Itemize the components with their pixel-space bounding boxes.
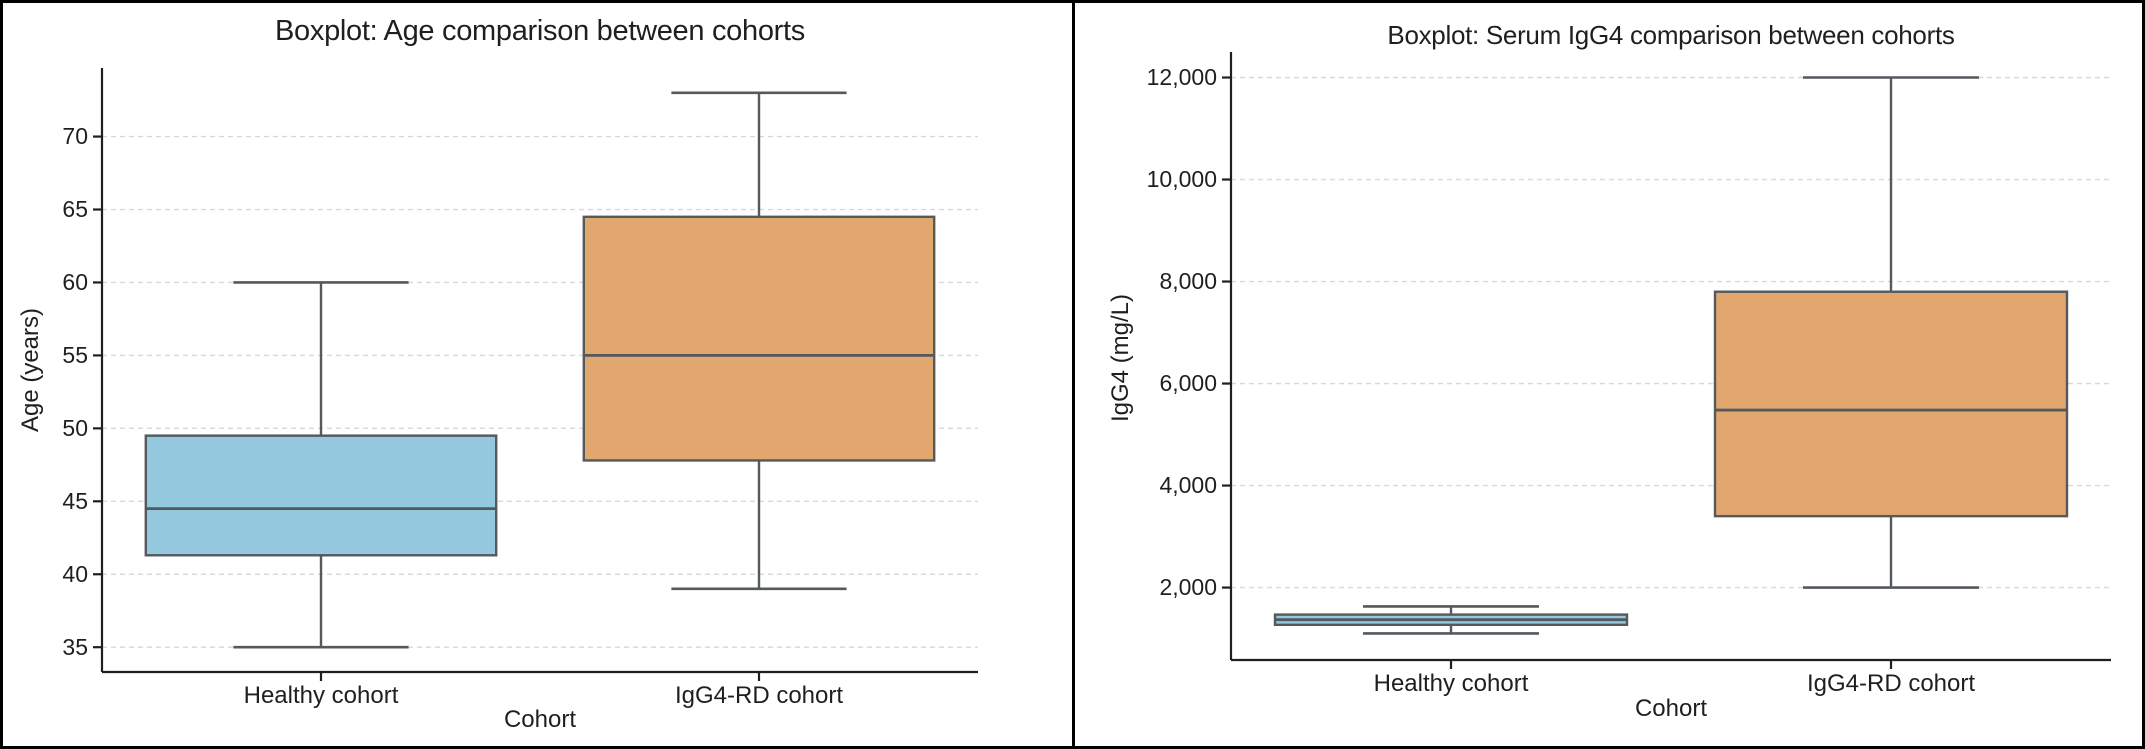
box-igg4-rd-cohort [582, 91, 936, 591]
igg4-chart-svg: 2,000 4,000 6,000 8,000 10,000 12,000 Healthy … [1147, 52, 2111, 697]
y-tick-label: 6,000 [1159, 370, 1217, 396]
y-tick-label: 50 [62, 415, 88, 441]
age-boxplot-panel: Boxplot: Age comparison between cohorts … [3, 3, 1075, 746]
y-tick-label: 10,000 [1147, 166, 1217, 192]
iqr-box [144, 434, 498, 557]
age-chart-svg: 35 40 45 50 55 60 65 70 Healthy cohort IgG4-RD co… [62, 68, 978, 709]
y-tick-label: 65 [62, 196, 88, 222]
age-x-axis-label: Cohort [503, 706, 577, 733]
x-axis-ticks: Healthy cohort IgG4-RD cohort [244, 672, 843, 709]
y-tick-label: 8,000 [1159, 268, 1217, 294]
y-tick-label: 12,000 [1147, 64, 1217, 90]
y-tick-label: 60 [62, 269, 88, 295]
x-tick-label: Healthy cohort [244, 682, 399, 709]
x-tick-label: Healthy cohort [1374, 670, 1529, 697]
x-tick-label: IgG4-RD cohort [1807, 670, 1975, 697]
iqr-box [1713, 290, 2069, 518]
y-tick-label: 35 [62, 634, 88, 660]
x-axis-ticks: Healthy cohort IgG4-RD cohort [1374, 660, 1975, 697]
axes-spines [1229, 52, 2111, 662]
igg4-x-axis-label: Cohort [1634, 695, 1708, 722]
axes-spines [100, 68, 978, 674]
y-tick-label: 2,000 [1159, 574, 1217, 600]
iqr-box [582, 215, 936, 462]
y-tick-label: 40 [62, 561, 88, 587]
y-tick-label: 45 [62, 488, 88, 514]
box-igg4-rd-cohort [1713, 76, 2069, 589]
box-healthy-cohort [144, 281, 498, 649]
y-tick-label: 4,000 [1159, 472, 1217, 498]
boxplot-series [144, 91, 936, 649]
igg4-boxplot-panel: Boxplot: Serum IgG4 comparison between c… [1075, 3, 2142, 746]
age-chart-title: Boxplot: Age comparison between cohorts [275, 15, 805, 47]
y-tick-label: 70 [62, 123, 88, 149]
y-axis-ticks: 35 40 45 50 55 60 65 70 [62, 123, 102, 660]
y-tick-label: 55 [62, 342, 88, 368]
boxplot-series [1273, 76, 2069, 635]
y-axis-ticks: 2,000 4,000 6,000 8,000 10,000 12,000 [1147, 64, 1231, 600]
box-healthy-cohort [1273, 605, 1629, 635]
x-tick-label: IgG4-RD cohort [675, 682, 843, 709]
igg4-chart-title: Boxplot: Serum IgG4 comparison between c… [1387, 20, 1955, 50]
